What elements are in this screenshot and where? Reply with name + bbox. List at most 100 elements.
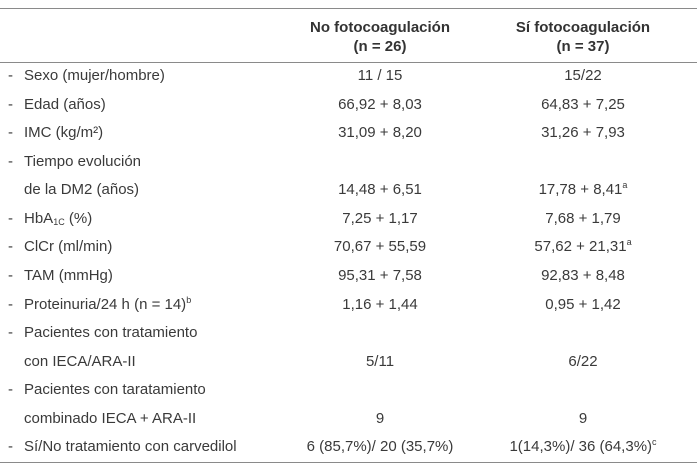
row-label: combinado IECA + ARA-II: [0, 405, 270, 434]
row-line: - IMC (kg/m²) 31,09 + 8,20 31,26 + 7,93: [0, 119, 697, 148]
value-cell: 31,26 + 7,93: [490, 119, 676, 148]
row-line: - Pacientes con taratamiento: [0, 376, 697, 405]
value-cell: 95,31 + 7,58: [270, 262, 490, 291]
table-body: - Sexo (mujer/hombre) 11 / 15 15/22- Edad (a…: [0, 62, 697, 462]
label-text: con IECA/ARA-II: [24, 352, 136, 370]
value-text: 31,26 + 7,93: [541, 124, 625, 142]
value-text: 6/22: [568, 352, 598, 370]
value-text: 14,48 + 6,51: [338, 181, 422, 199]
value-cell: 7,25 + 1,17: [270, 205, 490, 234]
column-header: Sí fotocoagulación (n = 37): [490, 8, 676, 62]
value-cell: 0,95 + 1,42: [490, 291, 676, 320]
value-text: 70,67 + 55,59: [333, 238, 427, 256]
row-line: - Tiempo evolución: [0, 148, 697, 177]
bullet: -: [8, 209, 13, 227]
value-cell: 1,16 + 1,44: [270, 291, 490, 320]
header-line: No fotocoagulación: [310, 19, 450, 36]
label-superscript: b: [186, 294, 192, 305]
row-label: - Sexo (mujer/hombre): [0, 62, 270, 91]
bullet: -: [8, 381, 13, 399]
label-text: HbA: [24, 209, 54, 227]
value-cell: 31,09 + 8,20: [270, 119, 490, 148]
row-line: - Pacientes con tratamiento: [0, 319, 697, 348]
row-line: - Edad (años) 66,92 + 8,03 64,83 + 7,25: [0, 91, 697, 120]
value-cell: [270, 376, 490, 405]
value-cell: 9: [490, 405, 676, 434]
header-line: (n = 37): [556, 38, 610, 55]
row-line: de la DM2 (años) 14,48 + 6,51 17,78 + 8,41…: [0, 176, 697, 205]
label-text: combinado IECA + ARA-II: [24, 409, 197, 427]
value-cell: 14,48 + 6,51: [270, 176, 490, 205]
value-cell: 15/22: [490, 62, 676, 91]
value-text: 64,83 + 7,25: [541, 95, 625, 113]
row-line: combinado IECA + ARA-II 9 9: [0, 405, 697, 434]
bullet: -: [8, 124, 13, 142]
label-text: Tiempo evolución: [24, 152, 142, 170]
row-label: - HbA1C (%): [0, 205, 270, 234]
label-text: IMC (kg/m²): [24, 124, 104, 142]
row-label: de la DM2 (años): [0, 176, 270, 205]
value-cell: 57,62 + 21,31a: [490, 233, 676, 262]
bullet: -: [8, 152, 13, 170]
row-label: - Sí/No tratamiento con carvedilol: [0, 433, 270, 462]
row-label: - Pacientes con tratamiento: [0, 319, 270, 348]
label-text: ClCr (ml/min): [24, 238, 113, 256]
value-cell: [270, 148, 490, 177]
row-label: - Tiempo evolución: [0, 148, 270, 177]
value-cell: 66,92 + 8,03: [270, 91, 490, 120]
value-text: 95,31 + 7,58: [338, 266, 422, 284]
value-text: 11 / 15: [357, 67, 403, 84]
value-text: 31,09 + 8,20: [338, 124, 422, 142]
row-line: - Sexo (mujer/hombre) 11 / 15 15/22: [0, 62, 697, 91]
value-text: 7,68 + 1,79: [545, 209, 621, 227]
value-superscript: a: [622, 180, 628, 191]
value-cell: 5/11: [270, 348, 490, 377]
value-text: 0,95 + 1,42: [545, 295, 621, 313]
row-label: con IECA/ARA-II: [0, 348, 270, 377]
header-rule: [0, 62, 697, 63]
label-text: TAM (mmHg): [24, 266, 113, 284]
row-line: - HbA1C (%) 7,25 + 1,17 7,68 + 1,79: [0, 205, 697, 234]
row-line: - ClCr (ml/min) 70,67 + 55,59 57,62 + 21,31…: [0, 233, 697, 262]
bullet: -: [8, 67, 13, 84]
bullet: -: [8, 438, 13, 456]
value-text: 1(14,3%)/ 36 (64,3%): [509, 438, 653, 456]
value-cell: [270, 319, 490, 348]
value-cell: [490, 319, 676, 348]
value-cell: 1(14,3%)/ 36 (64,3%)c: [490, 433, 676, 462]
value-text: 7,25 + 1,17: [342, 209, 418, 227]
row-label: - Pacientes con taratamiento: [0, 376, 270, 405]
column-header: No fotocoagulación (n = 26): [270, 8, 490, 62]
value-cell: [490, 148, 676, 177]
bullet: -: [8, 324, 13, 342]
value-cell: 7,68 + 1,79: [490, 205, 676, 234]
value-cell: 6 (85,7%)/ 20 (35,7%): [270, 433, 490, 462]
value-cell: 70,67 + 55,59: [270, 233, 490, 262]
bullet: -: [8, 266, 13, 284]
label-text: Sexo (mujer/hombre): [24, 67, 165, 84]
row-line: - TAM (mmHg) 95,31 + 7,58 92,83 + 8,48: [0, 262, 697, 291]
label-text: Sí/No tratamiento con carvedilol: [24, 438, 237, 456]
bullet: -: [8, 295, 13, 313]
row-label: - TAM (mmHg): [0, 262, 270, 291]
value-text: 66,92 + 8,03: [338, 95, 422, 113]
value-superscript: c: [652, 437, 657, 448]
value-text: 1,16 + 1,44: [342, 295, 418, 313]
value-cell: 64,83 + 7,25: [490, 91, 676, 120]
value-cell: 11 / 15: [270, 62, 490, 91]
value-text: 17,78 + 8,41: [538, 181, 623, 199]
bullet: -: [8, 238, 13, 256]
value-cell: [490, 376, 676, 405]
row-line: con IECA/ARA-II 5/11 6/22: [0, 348, 697, 377]
row-line: - Proteinuria/24 h (n = 14)b 1,16 + 1,44 0,…: [0, 291, 697, 320]
label-text: Pacientes con taratamiento: [24, 381, 206, 399]
bottom-rule: [0, 462, 697, 463]
label-text: Edad (años): [24, 95, 106, 113]
label-text: de la DM2 (años): [24, 181, 140, 199]
label-text: Pacientes con tratamiento: [24, 324, 198, 342]
value-text: 92,83 + 8,48: [541, 266, 625, 284]
value-text: 9: [375, 409, 385, 427]
value-cell: 6/22: [490, 348, 676, 377]
value-text: 6 (85,7%)/ 20 (35,7%): [306, 438, 454, 456]
